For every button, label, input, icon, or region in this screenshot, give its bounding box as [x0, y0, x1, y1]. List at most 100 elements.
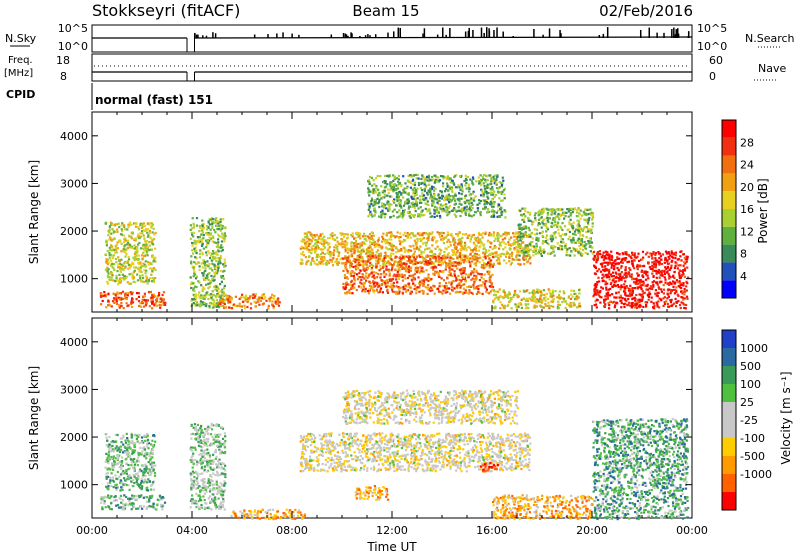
power-cell: [345, 268, 348, 271]
power-cell: [566, 249, 569, 252]
power-cell: [413, 287, 416, 291]
power-cell: [372, 238, 375, 241]
power-cell: [416, 201, 419, 204]
power-cell: [346, 270, 349, 273]
power-cell: [421, 181, 424, 184]
power-cell: [397, 286, 400, 289]
power-cell: [211, 235, 215, 238]
power-cell: [150, 263, 153, 266]
power-cell: [569, 212, 572, 215]
power-cell: [193, 265, 196, 268]
power-cell: [542, 208, 545, 212]
power-cell: [420, 201, 423, 204]
power-cell: [417, 177, 420, 180]
power-cell: [507, 241, 510, 244]
power-cell: [247, 299, 250, 302]
power-cell: [636, 263, 639, 267]
power-cell: [516, 293, 519, 296]
power-cell: [201, 253, 204, 256]
power-cell: [477, 272, 480, 275]
power-cell: [386, 241, 389, 244]
power-cell: [139, 274, 142, 278]
power-cell: [387, 248, 390, 251]
power-cell: [388, 263, 391, 266]
power-cell: [552, 212, 555, 215]
power-cell: [477, 236, 480, 239]
power-cell: [350, 245, 353, 248]
power-cell: [450, 186, 454, 189]
power-cell: [346, 277, 349, 280]
power-cell: [309, 231, 312, 234]
power-cell: [413, 215, 416, 218]
power-cell: [451, 235, 454, 238]
power-cell: [191, 303, 194, 306]
power-cell: [118, 262, 121, 266]
power-cell: [389, 257, 392, 260]
freq-trace: [92, 65, 692, 81]
power-cell: [104, 268, 107, 271]
power-cell: [402, 191, 405, 194]
power-cell: [329, 253, 332, 256]
power-cell: [679, 255, 682, 258]
power-cell: [564, 300, 567, 303]
power-cell: [605, 269, 608, 272]
power-cell: [320, 248, 323, 251]
power-cell: [113, 248, 116, 252]
power-cell: [148, 280, 151, 283]
power-cell: [206, 243, 209, 246]
power-cell: [529, 211, 532, 214]
power-cell: [512, 241, 515, 245]
power-cell: [385, 232, 389, 235]
power-cell: [195, 240, 198, 243]
power-cell: [458, 197, 461, 200]
power-cell: [483, 243, 486, 246]
power-cell: [541, 299, 544, 302]
power-cell: [435, 180, 438, 183]
power-cell: [544, 296, 547, 299]
power-cell: [673, 276, 676, 279]
power-cell: [153, 259, 156, 262]
power-cell: [210, 267, 213, 270]
power-cell: [402, 233, 405, 237]
power-cell: [310, 252, 313, 255]
power-cell: [548, 292, 551, 295]
power-cell: [556, 305, 560, 309]
power-cell: [415, 189, 418, 192]
power-cell: [416, 239, 419, 242]
power-cell: [533, 214, 536, 217]
power-cell: [431, 236, 434, 239]
power-cell: [468, 290, 471, 293]
power-cell: [537, 239, 540, 242]
power-cell: [529, 219, 532, 222]
power-cell: [455, 233, 458, 236]
power-cell: [443, 203, 446, 207]
power-cell: [370, 268, 373, 271]
power-cell: [549, 234, 553, 237]
power-cell: [433, 212, 436, 215]
power-cell: [426, 191, 429, 194]
power-cell: [130, 223, 133, 226]
power-cell: [130, 299, 133, 302]
power-cell: [223, 284, 226, 288]
power-cell: [374, 202, 377, 205]
power-cell: [504, 242, 507, 245]
power-cell: [455, 210, 458, 213]
power-cell: [586, 208, 589, 212]
power-cell: [436, 231, 439, 234]
power-cell: [489, 262, 492, 265]
power-cell: [453, 207, 456, 210]
power-cell: [192, 268, 196, 271]
power-cell: [444, 289, 447, 292]
power-cell: [207, 287, 210, 290]
power-cell: [533, 245, 536, 248]
power-cell: [436, 245, 439, 248]
power-cell: [367, 258, 370, 261]
power-cell: [381, 209, 384, 212]
power-cell: [413, 205, 416, 208]
power-cell: [198, 268, 201, 271]
power-cell: [322, 256, 325, 259]
power-cell: [194, 285, 197, 288]
power-cell: [348, 289, 351, 292]
power-cell: [535, 248, 538, 251]
power-cell: [478, 279, 481, 282]
